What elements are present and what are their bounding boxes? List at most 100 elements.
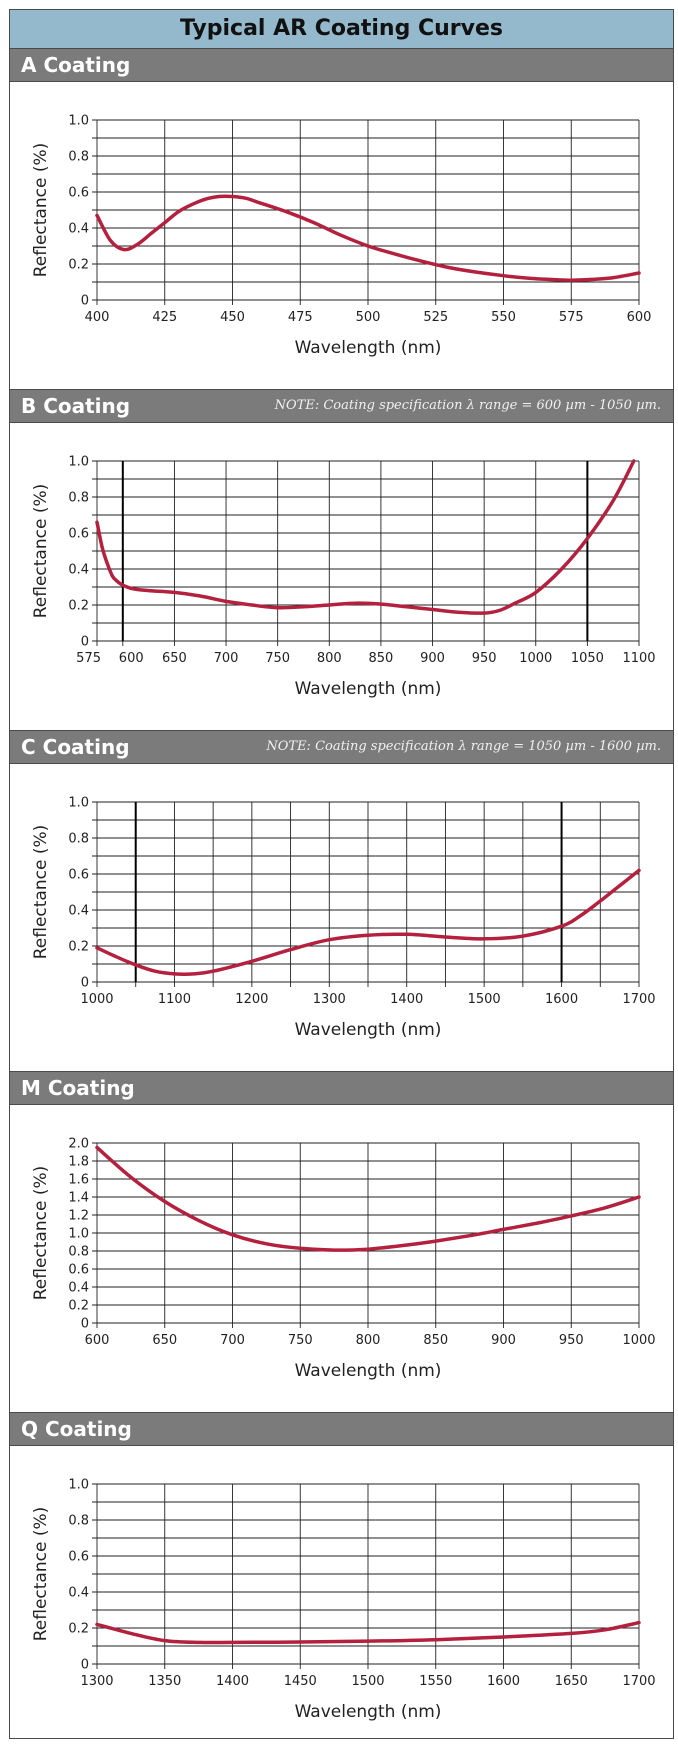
x-tick-label: 1650 [555, 1674, 588, 1689]
y-axis-label: Reflectance (%) [31, 484, 51, 619]
x-tick-label: 850 [368, 651, 393, 666]
x-tick-label: 600 [627, 310, 652, 325]
x-tick-label: 1300 [313, 992, 346, 1007]
x-tick-label: 900 [420, 651, 445, 666]
y-tick-label: 1.0 [68, 796, 89, 811]
y-tick-label: 0.6 [68, 1550, 89, 1565]
section-header: C Coating NOTE: Coating specification λ … [10, 731, 673, 764]
x-axis-label: Wavelength (nm) [295, 679, 442, 699]
x-tick-label: 950 [559, 1333, 584, 1348]
y-tick-label: 0.6 [68, 868, 89, 883]
y-tick-label: 1.6 [68, 1173, 89, 1188]
x-tick-label: 1700 [622, 1674, 655, 1689]
x-tick-label: 650 [152, 1333, 177, 1348]
section-title: B Coating [21, 394, 131, 418]
chart-m-coating: 0 0.2 0.4 0.6 0.8 1.0 1.2 1.4 1.6 1.8 2.0 600 650 700… [31, 1137, 656, 1382]
section-a-coating: A Coating 0 0.2 0.4 0.6 0.8 1.0 400 425 450 475 50… [10, 49, 673, 390]
x-tick-label: 500 [356, 310, 381, 325]
x-tick-label: 550 [491, 310, 516, 325]
x-tick-label: 1550 [419, 1674, 452, 1689]
section-note: NOTE: Coating specification λ range = 10… [266, 739, 661, 754]
y-tick-label: 0 [81, 976, 89, 991]
x-tick-label: 1400 [390, 992, 423, 1007]
x-tick-label: 1500 [351, 1674, 384, 1689]
y-tick-label: 0 [81, 635, 89, 650]
x-tick-label: 1000 [519, 651, 552, 666]
x-tick-label: 400 [85, 310, 110, 325]
x-tick-label: 1100 [622, 651, 655, 666]
y-tick-label: 0.4 [68, 1586, 89, 1601]
y-tick-label: 0.2 [68, 258, 89, 273]
section-q-coating: Q Coating 0 0.2 0.4 0.6 0.8 1.0 1300 1350 1400 14… [10, 1413, 673, 1753]
x-tick-label: 525 [423, 310, 448, 325]
y-tick-label: 0.2 [68, 940, 89, 955]
y-tick-label: 1.0 [68, 1478, 89, 1493]
chart-b-coating: 0 0.2 0.4 0.6 0.8 1.0 575 600 650 700 750 800 850 900… [31, 455, 656, 700]
y-tick-label: 0.6 [68, 186, 89, 201]
x-tick-label: 1050 [571, 651, 604, 666]
section-c-coating: C Coating NOTE: Coating specification λ … [10, 731, 673, 1072]
section-note: NOTE: Coating specification λ range = 60… [274, 398, 661, 413]
section-header: B Coating NOTE: Coating specification λ … [10, 390, 673, 423]
x-tick-label: 1000 [622, 1333, 655, 1348]
y-tick-label: 0.2 [68, 599, 89, 614]
x-tick-label: 750 [265, 651, 290, 666]
section-header: A Coating [10, 49, 673, 82]
chart-c-coating: 0 0.2 0.4 0.6 0.8 1.0 1000 1100 1200 1300 1400 1500… [31, 796, 656, 1041]
reflectance-curve [95, 459, 636, 615]
y-tick-label: 0.8 [68, 1245, 89, 1260]
x-tick-label: 425 [152, 310, 177, 325]
section-title: A Coating [21, 53, 131, 77]
y-tick-label: 1.2 [68, 1209, 89, 1224]
coating-curves-sheet: Typical AR Coating Curves A Coating 0 0.2… [9, 9, 674, 1739]
y-axis-label: Reflectance (%) [31, 1507, 51, 1642]
x-axis-label: Wavelength (nm) [295, 1361, 442, 1381]
x-tick-label: 1100 [158, 992, 191, 1007]
chart-q-coating: 0 0.2 0.4 0.6 0.8 1.0 1300 1350 1400 1450 1500 1550… [31, 1478, 656, 1723]
x-tick-label: 1700 [622, 992, 655, 1007]
x-tick-label: 1600 [545, 992, 578, 1007]
y-tick-label: 1.8 [68, 1155, 89, 1170]
y-tick-label: 0.6 [68, 1263, 89, 1278]
x-tick-label: 575 [76, 651, 101, 666]
x-tick-label: 600 [85, 1333, 110, 1348]
y-tick-label: 0.4 [68, 1281, 89, 1296]
x-tick-label: 600 [119, 651, 144, 666]
y-tick-label: 2.0 [68, 1137, 89, 1152]
y-tick-label: 0 [81, 1317, 89, 1332]
y-tick-label: 0.8 [68, 832, 89, 847]
x-tick-label: 450 [220, 310, 245, 325]
section-title: C Coating [21, 735, 130, 759]
x-tick-label: 1350 [148, 1674, 181, 1689]
y-tick-label: 0.4 [68, 563, 89, 578]
x-tick-label: 750 [288, 1333, 313, 1348]
y-axis-label: Reflectance (%) [31, 143, 51, 278]
y-tick-label: 0.6 [68, 527, 89, 542]
x-axis-label: Wavelength (nm) [295, 1702, 442, 1722]
y-axis-label: Reflectance (%) [31, 825, 51, 960]
section-m-coating: M Coating 0 0.2 0.4 0.6 0.8 1.0 1.2 1.4 1.6 1.8 2.… [10, 1072, 673, 1413]
x-tick-label: 1600 [487, 1674, 520, 1689]
x-tick-label: 475 [288, 310, 313, 325]
y-axis-label: Reflectance (%) [31, 1166, 51, 1301]
x-tick-label: 575 [559, 310, 584, 325]
section-b-coating: B Coating NOTE: Coating specification λ … [10, 390, 673, 731]
section-title: M Coating [21, 1076, 135, 1100]
x-tick-label: 800 [317, 651, 342, 666]
x-tick-label: 1500 [468, 992, 501, 1007]
x-tick-label: 700 [214, 651, 239, 666]
reflectance-curve [95, 194, 641, 282]
x-axis-label: Wavelength (nm) [295, 1020, 442, 1040]
reflectance-curve [95, 868, 641, 977]
y-tick-label: 1.0 [68, 1227, 89, 1242]
x-tick-label: 700 [220, 1333, 245, 1348]
x-tick-label: 1300 [80, 1674, 113, 1689]
x-tick-label: 1400 [216, 1674, 249, 1689]
page-title: Typical AR Coating Curves [10, 10, 673, 49]
y-tick-label: 0.2 [68, 1299, 89, 1314]
y-tick-label: 0.2 [68, 1622, 89, 1637]
y-tick-label: 0 [81, 294, 89, 309]
section-header: Q Coating [10, 1413, 673, 1446]
x-tick-label: 800 [356, 1333, 381, 1348]
section-title: Q Coating [21, 1417, 132, 1441]
